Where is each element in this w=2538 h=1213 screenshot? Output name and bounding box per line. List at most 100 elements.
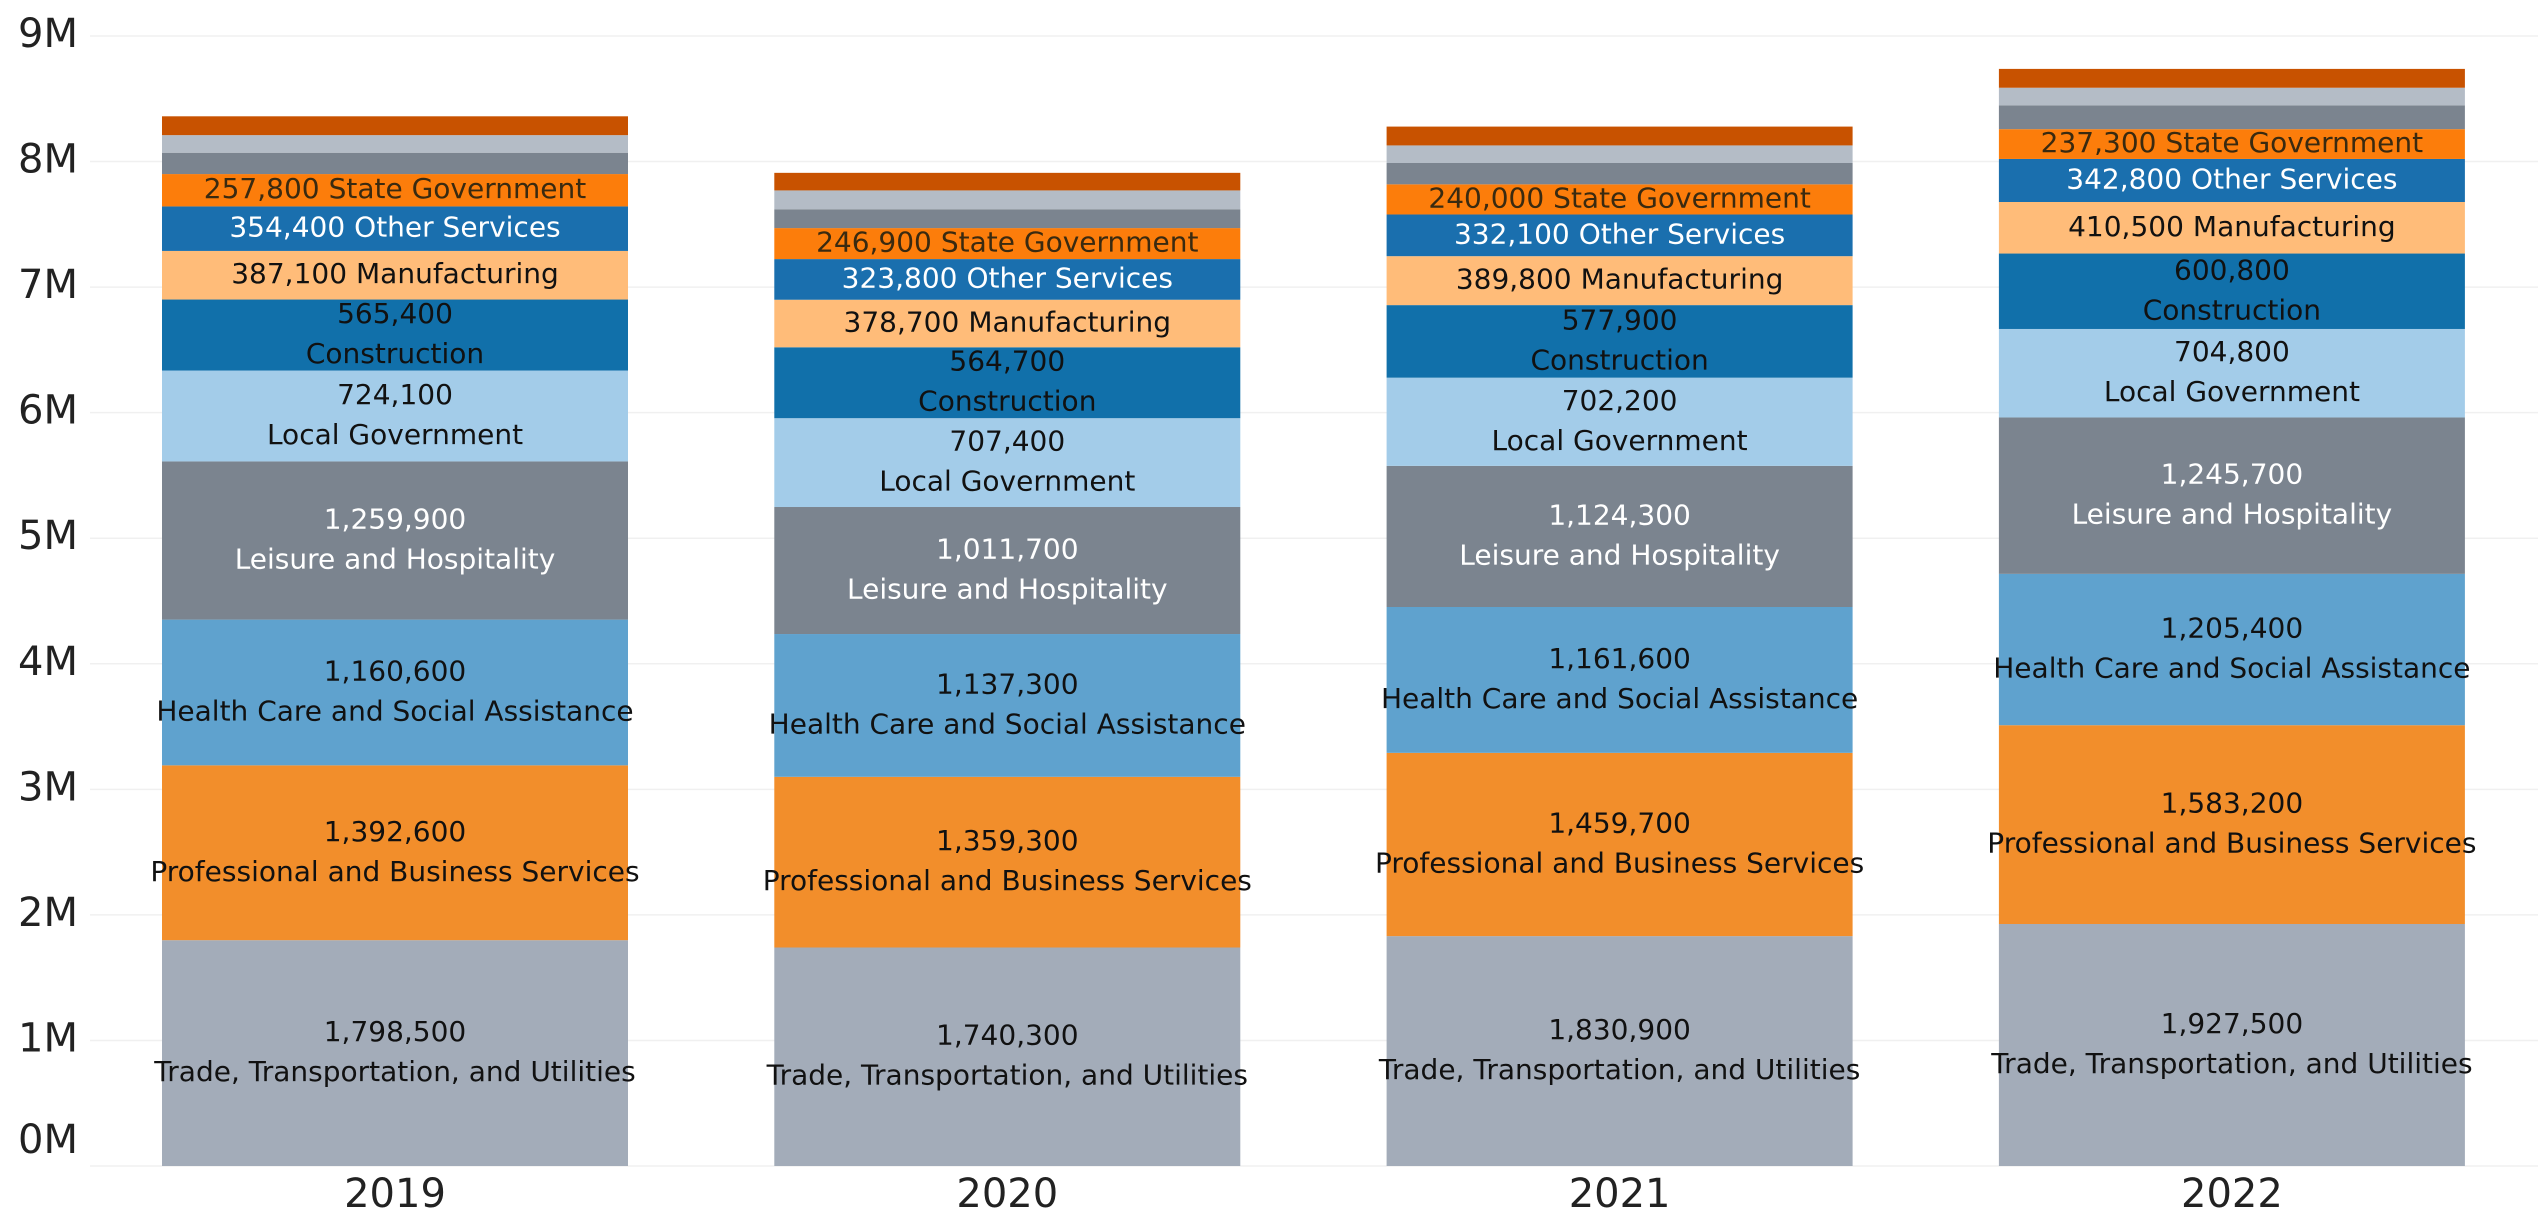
bar-segment	[1386, 305, 1853, 378]
data-label-name: State Government	[1553, 181, 1811, 214]
data-label-name: State Government	[329, 172, 587, 205]
data-label-name: Manufacturing	[1581, 263, 1784, 296]
data-label-name: State Government	[2165, 126, 2423, 159]
bar-segment	[1998, 328, 2465, 418]
bar-segment	[162, 250, 628, 300]
data-label-value: 1,160,600	[324, 654, 467, 687]
data-label-name: Health Care and Social Assistance	[1993, 652, 2470, 685]
bar-segment	[1386, 936, 1853, 1166]
data-label-value: 410,500	[2068, 210, 2184, 243]
data-label-name: Construction	[306, 337, 484, 370]
y-tick-label: 0M	[18, 1117, 78, 1163]
bar-segment	[1386, 465, 1853, 608]
data-label-name: Construction	[2143, 293, 2321, 326]
bar-segment	[162, 152, 628, 175]
data-label-value: 704,800	[2174, 335, 2290, 368]
bar-segment	[1998, 253, 2465, 329]
data-label-value: 565,400	[337, 297, 453, 330]
data-label: 389,800 Manufacturing	[1456, 263, 1784, 296]
data-label-name: Health Care and Social Assistance	[769, 707, 1246, 740]
data-label-name: Health Care and Social Assistance	[1381, 682, 1858, 715]
data-label-value: 240,000	[1428, 181, 1544, 214]
bar-segment	[1998, 87, 2465, 106]
data-label-value: 332,100	[1454, 217, 1570, 250]
data-label-name: Trade, Transportation, and Utilities	[1378, 1053, 1860, 1086]
data-label-value: 237,300	[2041, 126, 2157, 159]
data-label-value: 1,798,500	[324, 1015, 467, 1048]
data-label-value: 1,392,600	[324, 815, 467, 848]
y-tick-label: 1M	[18, 1015, 78, 1061]
y-tick-label: 7M	[18, 262, 78, 308]
data-label-value: 1,161,600	[1548, 642, 1691, 675]
y-tick-label: 3M	[18, 764, 78, 810]
bar-segment	[162, 206, 628, 251]
bar-segment	[774, 190, 1241, 210]
bar-segment	[774, 209, 1241, 229]
data-label-value: 600,800	[2174, 253, 2290, 286]
x-tick-label: 2019	[344, 1171, 446, 1213]
data-label-name: Leisure and Hospitality	[1459, 538, 1780, 571]
y-tick-label: 5M	[18, 513, 78, 559]
data-label-name: Trade, Transportation, and Utilities	[153, 1055, 635, 1088]
data-label-name: Professional and Business Services	[763, 864, 1252, 897]
data-label-name: State Government	[941, 226, 1199, 259]
bar-segment	[1998, 68, 2465, 88]
data-label-name: Leisure and Hospitality	[235, 543, 556, 576]
data-label-name: Local Government	[267, 418, 523, 451]
data-label-value: 1,011,700	[936, 533, 1079, 566]
bar-segment	[774, 172, 1241, 191]
data-label-name: Professional and Business Services	[150, 855, 639, 888]
data-label: 237,300 State Government	[2041, 126, 2423, 159]
bar-segment	[1998, 923, 2465, 1166]
bar-segment	[774, 418, 1241, 508]
y-tick-label: 2M	[18, 890, 78, 936]
data-label-value: 1,830,900	[1548, 1013, 1691, 1046]
data-label-name: Trade, Transportation, and Utilities	[1990, 1047, 2472, 1080]
bar-segment	[1386, 145, 1853, 163]
data-label-value: 707,400	[949, 425, 1065, 458]
data-label-value: 1,927,500	[2161, 1007, 2304, 1040]
data-label-value: 389,800	[1456, 263, 1572, 296]
data-label-value: 354,400	[229, 211, 345, 244]
bar-segment	[1386, 256, 1853, 306]
bar-segment	[1386, 126, 1853, 146]
data-label-value: 1,740,300	[936, 1019, 1079, 1052]
data-label-name: Local Government	[2104, 375, 2360, 408]
bar-segment	[162, 619, 628, 766]
y-tick-label: 8M	[18, 137, 78, 183]
data-label: 332,100 Other Services	[1454, 217, 1785, 250]
bar-segment	[1386, 184, 1853, 215]
bar-segment	[774, 776, 1241, 948]
data-label: 354,400 Other Services	[229, 211, 560, 244]
data-label-value: 387,100	[231, 257, 347, 290]
bar-segment	[1998, 201, 2465, 254]
data-label-name: Other Services	[1579, 217, 1785, 250]
data-label: 387,100 Manufacturing	[231, 257, 559, 290]
bar-segment	[1998, 417, 2465, 574]
data-label-name: Manufacturing	[968, 306, 1171, 339]
data-label-name: Local Government	[879, 465, 1135, 498]
data-label: 342,800 Other Services	[2066, 162, 2397, 195]
bar-segment	[1386, 752, 1853, 937]
x-tick-label: 2022	[2181, 1171, 2283, 1213]
data-label-name: Construction	[1530, 343, 1708, 376]
bar-segment	[1998, 129, 2465, 159]
bar-segment	[774, 299, 1241, 348]
data-label-value: 1,137,300	[936, 667, 1079, 700]
bar-segment	[774, 259, 1241, 300]
data-label-name: Trade, Transportation, and Utilities	[766, 1059, 1248, 1092]
data-label-name: Health Care and Social Assistance	[156, 694, 633, 727]
data-label: 240,000 State Government	[1428, 181, 1810, 214]
data-label: 323,800 Other Services	[842, 261, 1173, 294]
data-label-name: Other Services	[2191, 162, 2397, 195]
data-label-value: 342,800	[2066, 162, 2182, 195]
data-label: 410,500 Manufacturing	[2068, 210, 2396, 243]
bar-segment	[1386, 377, 1853, 466]
bar-segment	[162, 174, 628, 207]
data-label-value: 246,900	[816, 226, 932, 259]
data-label-value: 1,459,700	[1548, 806, 1691, 839]
data-label-name: Construction	[918, 385, 1096, 418]
bar-segment	[162, 135, 628, 153]
bar-segment	[162, 299, 628, 371]
